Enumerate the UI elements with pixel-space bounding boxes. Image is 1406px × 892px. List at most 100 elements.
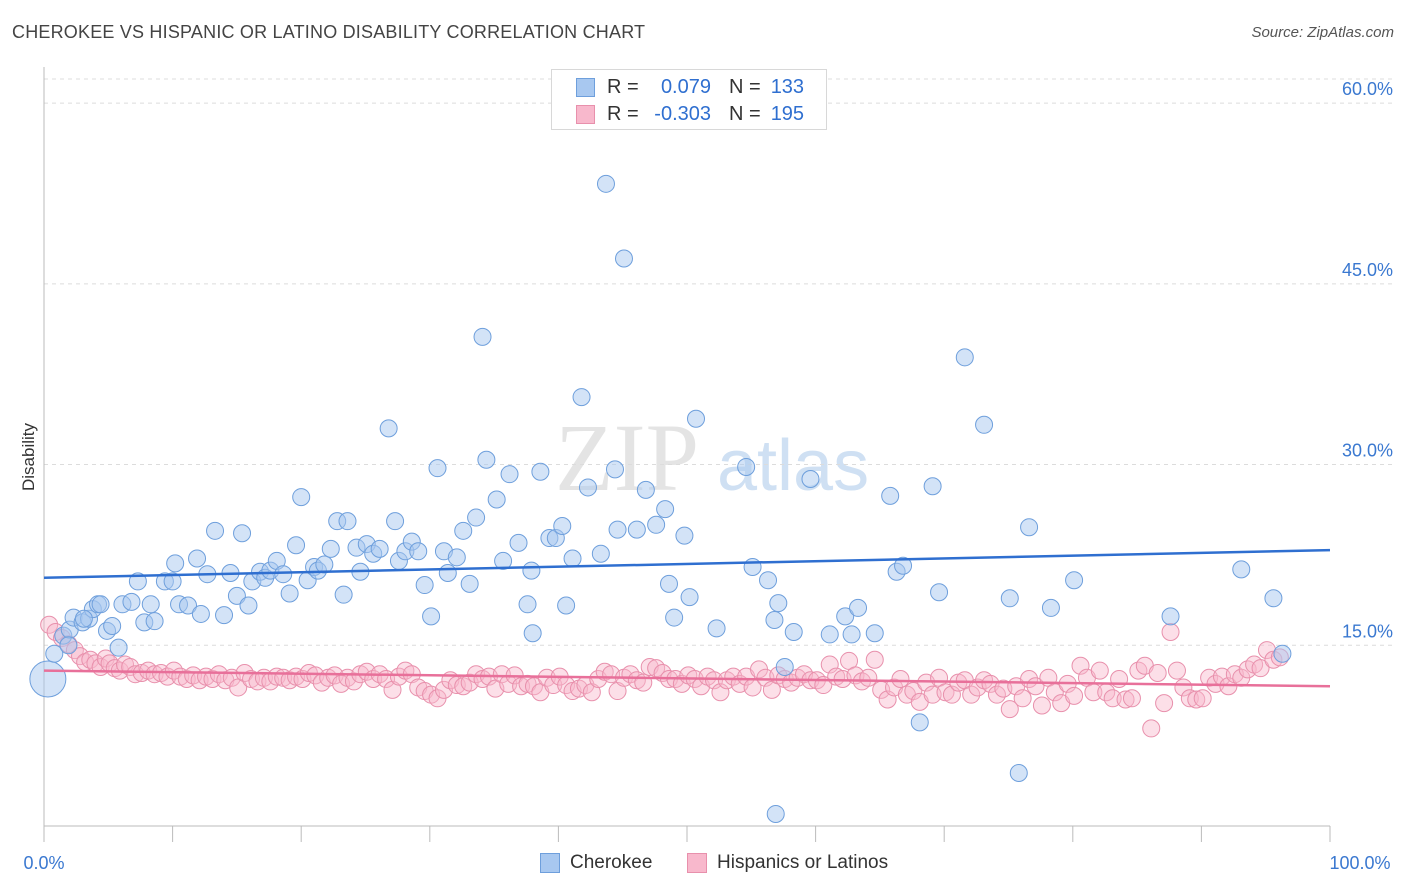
hispanic-point bbox=[1090, 661, 1109, 680]
cherokee-point bbox=[591, 544, 610, 563]
cherokee-point bbox=[881, 486, 900, 505]
x-tick-label: 100.0% bbox=[1329, 853, 1390, 873]
hispanic-point bbox=[891, 670, 910, 689]
hispanic-point bbox=[582, 683, 601, 702]
cherokee-point bbox=[334, 585, 353, 604]
hispanic-point bbox=[1000, 700, 1019, 719]
cherokee-point bbox=[518, 595, 537, 614]
cherokee-point bbox=[1041, 598, 1060, 617]
cherokee-point bbox=[141, 595, 160, 614]
hispanic-point bbox=[904, 682, 923, 701]
hispanic-point bbox=[1116, 690, 1135, 709]
bottom-legend-hispanic: Hispanics or Latinos bbox=[687, 852, 888, 874]
cherokee-point bbox=[665, 608, 684, 627]
hispanic-point bbox=[1142, 719, 1161, 738]
cherokee-point bbox=[578, 478, 597, 497]
hispanic-point bbox=[1155, 694, 1174, 713]
legend-row-hispanic: R = -0.303 N = 195 bbox=[576, 102, 804, 126]
cherokee-point bbox=[447, 548, 466, 567]
cherokee-point bbox=[274, 565, 293, 584]
bottom-legend-cherokee: Cherokee bbox=[540, 852, 652, 874]
cherokee-point bbox=[386, 512, 405, 531]
hispanic-point bbox=[1161, 623, 1180, 642]
cherokee-point bbox=[1009, 763, 1028, 782]
cherokee-point bbox=[769, 594, 788, 613]
cherokee-point bbox=[145, 612, 164, 631]
axes: 15.0% 30.0% 45.0% 60.0% 0.0% 100.0% bbox=[23, 67, 1393, 873]
cherokee-point bbox=[1273, 644, 1292, 663]
cherokee-point bbox=[379, 419, 398, 438]
hispanic-point bbox=[1251, 659, 1270, 678]
cherokee-point bbox=[500, 465, 519, 484]
cherokee-swatch bbox=[576, 77, 595, 97]
n-value: 195 bbox=[770, 102, 805, 125]
cherokee-point bbox=[975, 415, 994, 434]
cherokee-point bbox=[627, 520, 646, 539]
cherokee-point bbox=[287, 536, 306, 555]
cherokee-point bbox=[103, 616, 122, 635]
cherokee-point bbox=[321, 539, 340, 558]
hispanic-point bbox=[608, 682, 627, 701]
cherokee-point bbox=[215, 606, 234, 625]
cherokee-point bbox=[74, 609, 93, 628]
cherokee-legend-swatch bbox=[540, 853, 560, 873]
cherokee-point bbox=[467, 508, 486, 527]
cherokee-point bbox=[894, 556, 913, 575]
cherokee-point bbox=[460, 574, 479, 593]
cherokee-point bbox=[91, 595, 110, 614]
cherokee-point bbox=[636, 480, 655, 499]
cherokee-point bbox=[122, 592, 141, 611]
cherokee-point bbox=[759, 571, 778, 590]
r-label: R = bbox=[607, 102, 639, 125]
watermark-zip: ZIP bbox=[555, 404, 699, 511]
cherokee-point bbox=[1232, 560, 1251, 579]
cherokee-point bbox=[656, 500, 675, 519]
cherokee-point bbox=[531, 462, 550, 481]
source-label: Source: ZipAtlas.com bbox=[1251, 24, 1394, 41]
correlation-legend: R = 0.079 N = 133 R = -0.303 N = 195 bbox=[551, 69, 827, 130]
cherokee-point bbox=[179, 596, 198, 615]
cherokee-point bbox=[910, 713, 929, 732]
cherokee-point bbox=[1161, 607, 1180, 626]
cherokee-point bbox=[687, 409, 706, 428]
cherokee-point bbox=[523, 624, 542, 643]
cherokee-point bbox=[608, 520, 627, 539]
chart-title: CHEROKEE VS HISPANIC OR LATINO DISABILIT… bbox=[12, 22, 646, 42]
cherokee-point bbox=[775, 657, 794, 676]
cherokee-point bbox=[675, 526, 694, 545]
hispanic-point bbox=[383, 680, 402, 699]
cherokee-point bbox=[239, 596, 258, 615]
cherokee-legend-label: Cherokee bbox=[570, 852, 653, 873]
cherokee-point bbox=[596, 174, 615, 193]
cherokee-point bbox=[409, 542, 428, 561]
cherokee-point bbox=[509, 533, 528, 552]
cherokee-point bbox=[737, 457, 756, 476]
hispanic-point bbox=[724, 667, 743, 686]
cherokee-point bbox=[572, 388, 591, 407]
n-label: N = bbox=[729, 102, 761, 125]
y-tick-label: 60.0% bbox=[1342, 79, 1393, 99]
cherokee-point bbox=[280, 584, 299, 603]
cherokee-point bbox=[233, 524, 252, 543]
cherokee-point bbox=[743, 557, 762, 576]
hispanic-point bbox=[1122, 689, 1141, 708]
cherokee-point bbox=[522, 561, 541, 580]
trend-lines bbox=[43, 548, 1331, 688]
cherokee-point bbox=[820, 625, 839, 644]
hispanic-legend-swatch bbox=[687, 853, 707, 873]
y-axis-label: Disability bbox=[19, 422, 38, 491]
cherokee-point bbox=[836, 607, 855, 626]
watermark: ZIP atlas bbox=[555, 404, 869, 511]
cherokee-point bbox=[188, 549, 207, 568]
cherokee-point bbox=[849, 598, 868, 617]
cherokee-point bbox=[191, 604, 210, 623]
cherokee-point bbox=[428, 459, 447, 478]
cherokee-point bbox=[1000, 589, 1019, 608]
hispanic-point bbox=[344, 672, 363, 691]
hispanic-point bbox=[1193, 689, 1212, 708]
cherokee-point bbox=[315, 555, 334, 574]
cherokee-point bbox=[292, 488, 311, 507]
r-value: 0.079 bbox=[660, 75, 711, 98]
cherokee-point bbox=[1065, 571, 1084, 590]
